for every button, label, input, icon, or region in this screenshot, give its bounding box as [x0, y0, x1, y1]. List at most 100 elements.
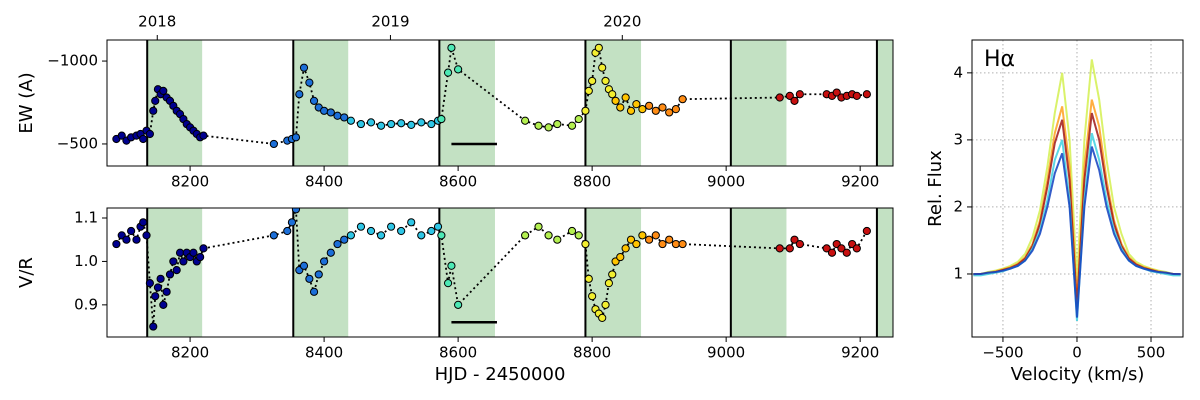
x-tick-label: 8200: [171, 173, 209, 191]
data-point: [153, 283, 163, 292]
data-point: [790, 235, 799, 244]
data-point: [521, 116, 530, 125]
data-point: [132, 235, 141, 244]
data-point: [122, 235, 131, 244]
data-point: [553, 235, 562, 244]
shaded-span: [293, 40, 349, 166]
y-tick-label: 4: [953, 63, 963, 81]
data-point: [340, 235, 349, 244]
data-point: [827, 248, 837, 257]
data-point: [145, 129, 154, 139]
data-point: [658, 103, 667, 112]
data-point: [314, 270, 323, 279]
data-point: [790, 96, 799, 105]
data-point: [269, 139, 278, 149]
data-point: [145, 279, 154, 288]
data-point: [127, 226, 136, 236]
y-axis-label: EW (A): [16, 72, 37, 133]
x-tick-label: 9200: [841, 344, 879, 362]
data-point: [775, 93, 784, 102]
annotation: Hα: [984, 47, 1015, 72]
data-point: [852, 244, 861, 253]
x-tick-label: 8200: [171, 344, 209, 362]
data-point: [862, 226, 871, 236]
data-point: [795, 90, 804, 99]
data-point: [162, 287, 171, 296]
data-point: [117, 131, 126, 140]
data-point: [269, 231, 278, 240]
shaded-span: [876, 40, 893, 166]
data-point: [196, 252, 205, 262]
data-point: [567, 121, 577, 130]
data-point: [356, 222, 366, 231]
data-point: [437, 231, 446, 240]
data-point: [376, 231, 386, 240]
data-point: [665, 108, 674, 117]
data-point: [397, 119, 406, 128]
data-point: [553, 119, 562, 129]
data-point: [179, 257, 188, 266]
data-point: [149, 106, 158, 115]
data-point: [837, 244, 846, 253]
data-point: [333, 111, 342, 120]
data-point: [616, 103, 625, 112]
y-tick-label: 2: [953, 197, 963, 215]
data-point: [584, 86, 593, 95]
x-tick-label: 9000: [707, 173, 745, 191]
profile-line: [973, 59, 1181, 281]
data-point: [594, 43, 603, 52]
data-point: [427, 226, 436, 236]
data-point: [346, 231, 356, 240]
data-point: [581, 106, 590, 115]
data-point: [159, 300, 168, 309]
data-point: [534, 222, 543, 231]
y-tick-label: 1: [953, 264, 963, 282]
data-point: [366, 226, 376, 236]
x-tick-label: −500: [982, 344, 1023, 362]
data-point: [544, 231, 553, 240]
data-point: [397, 226, 406, 236]
data-point: [534, 121, 543, 130]
data-point: [437, 114, 446, 124]
axes-frame: [971, 39, 1184, 338]
x-tick-label: 9000: [707, 344, 745, 362]
x-tick-label: 8400: [305, 173, 343, 191]
plot-area: [972, 40, 1183, 337]
data-point: [588, 76, 597, 86]
data-point: [407, 218, 416, 227]
data-point: [795, 239, 804, 249]
data-point: [626, 235, 636, 244]
data-point: [678, 239, 687, 249]
data-point: [291, 208, 301, 214]
data-point: [608, 90, 617, 99]
data-point: [862, 90, 871, 99]
y-axis-label: Rel. Flux: [925, 150, 946, 227]
data-point: [822, 244, 831, 253]
shaded-span: [730, 40, 787, 166]
data-point: [149, 322, 158, 331]
data-point: [309, 287, 319, 296]
data-point: [638, 105, 647, 114]
axes-frame: [106, 39, 894, 167]
data-point: [326, 108, 335, 117]
data-point: [387, 222, 396, 231]
data-point: [584, 274, 593, 283]
x-tick-label: 0: [1072, 344, 1082, 362]
data-point: [671, 105, 680, 114]
data-point: [601, 76, 610, 86]
data-point: [340, 113, 349, 122]
data-point: [521, 231, 530, 240]
data-point: [832, 88, 841, 97]
data-point: [785, 244, 794, 253]
y-tick-label: 0.9: [74, 295, 98, 313]
shaded-span: [730, 208, 787, 337]
data-point: [287, 218, 297, 227]
data-point: [326, 248, 335, 257]
data-point: [299, 261, 309, 270]
data-point: [291, 133, 301, 142]
data-point: [199, 131, 208, 140]
data-point: [165, 270, 175, 279]
data-point: [433, 222, 443, 231]
data-point: [346, 116, 356, 125]
